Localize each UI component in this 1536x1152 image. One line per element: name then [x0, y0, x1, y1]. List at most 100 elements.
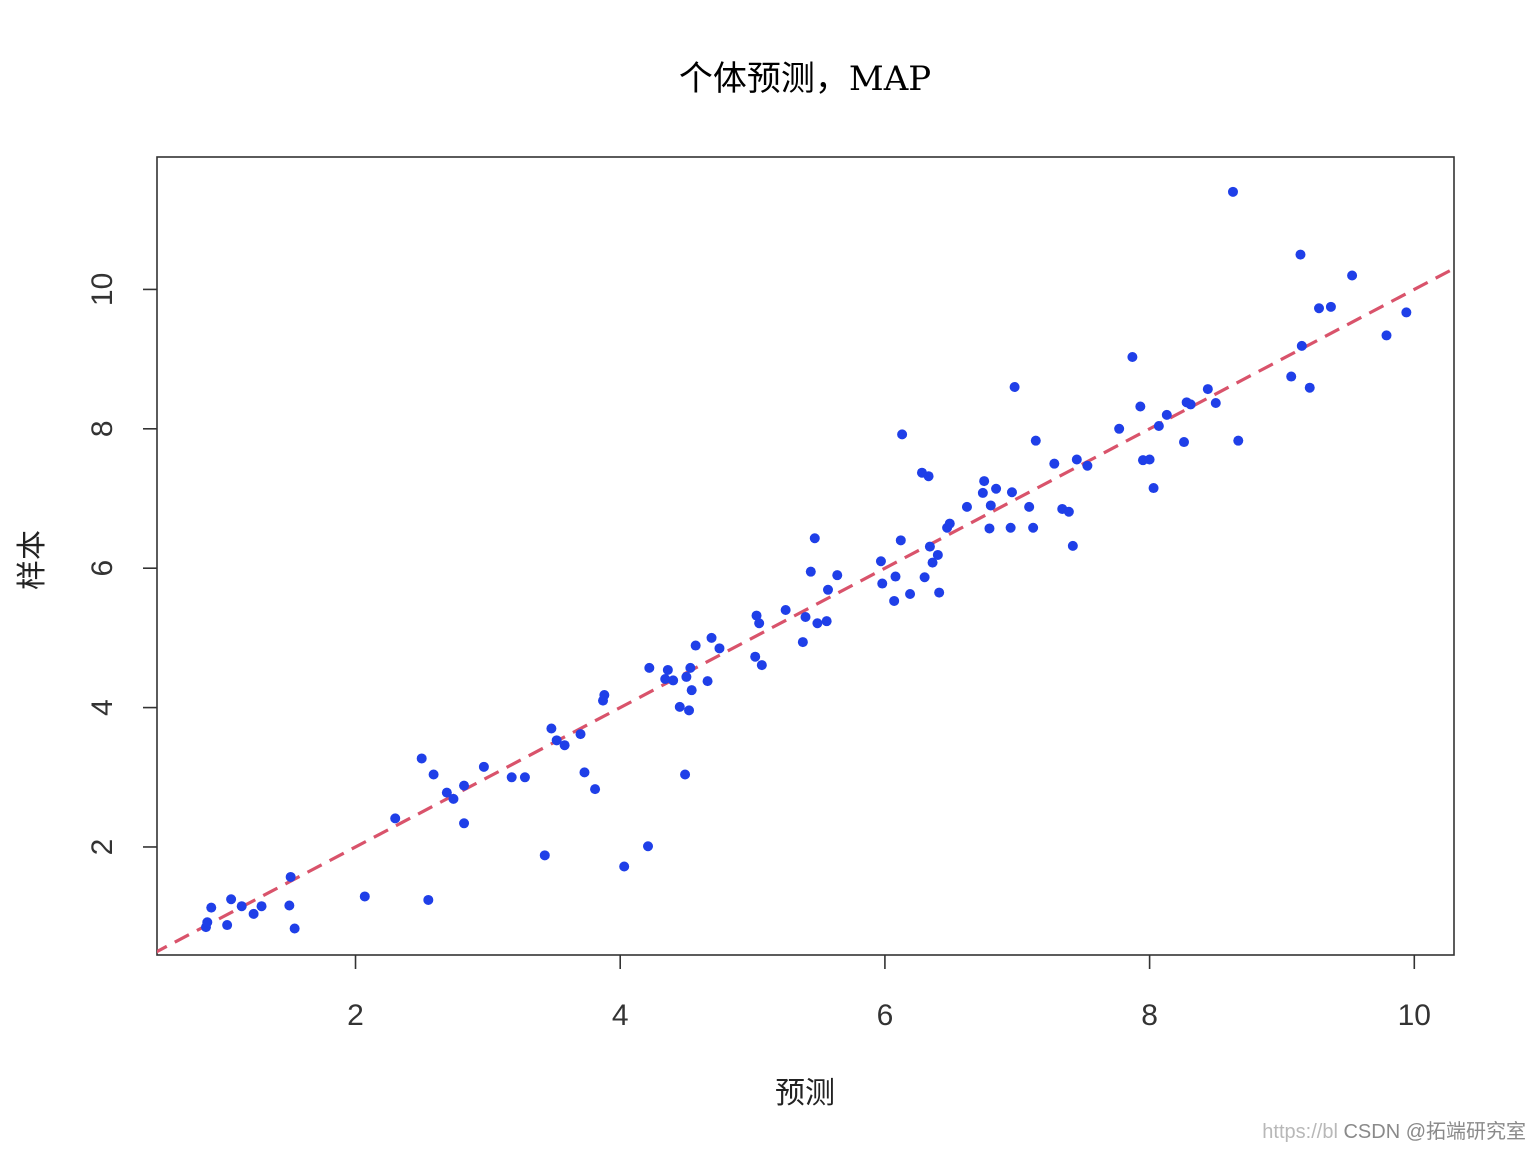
data-point [1067, 540, 1078, 551]
data-point [979, 476, 990, 487]
x-axis: 2 4 6 8 10 [347, 955, 1431, 1032]
data-point [944, 518, 955, 529]
data-point [832, 570, 843, 581]
data-point [1381, 330, 1392, 341]
data-point [686, 685, 697, 696]
data-point [643, 841, 654, 852]
data-point [1135, 401, 1146, 412]
data-point [750, 651, 761, 662]
data-point [977, 487, 988, 498]
data-point [256, 901, 267, 912]
data-point [441, 787, 452, 798]
data-point [1210, 398, 1221, 409]
data-point [822, 584, 833, 595]
data-point [1063, 506, 1074, 517]
chart-title: 个体预测，MAP [679, 59, 931, 99]
data-point [1401, 307, 1412, 318]
data-point [1144, 454, 1155, 465]
data-point [751, 610, 762, 621]
data-point [924, 541, 935, 552]
data-point [877, 578, 888, 589]
x-tick-label: 4 [612, 999, 629, 1032]
data-point [985, 500, 996, 511]
data-point [685, 662, 696, 673]
data-point [805, 566, 816, 577]
y-tick-label: 8 [86, 420, 119, 437]
data-point [551, 735, 562, 746]
data-point [780, 605, 791, 616]
data-point [895, 535, 906, 546]
data-point [660, 674, 671, 685]
data-point [206, 902, 217, 913]
x-tick-label: 2 [347, 999, 364, 1032]
data-point [897, 429, 908, 440]
data-point [821, 616, 832, 627]
data-point [236, 901, 247, 912]
data-point [1006, 487, 1017, 498]
data-point [927, 557, 938, 568]
data-point [919, 572, 930, 583]
data-point [1325, 301, 1336, 312]
data-point [714, 643, 725, 654]
data-point [1286, 371, 1297, 382]
data-point [579, 767, 590, 778]
data-point [1049, 458, 1060, 469]
data-point [248, 908, 259, 919]
data-point [890, 571, 901, 582]
data-point [519, 772, 530, 783]
y-tick-label: 6 [86, 560, 119, 577]
watermark: https://bl CSDN @拓端研究室 [1262, 1115, 1526, 1144]
data-point [681, 671, 692, 682]
data-point [202, 917, 213, 928]
y-tick-label: 10 [86, 273, 119, 306]
data-point [539, 850, 550, 861]
x-tick-label: 8 [1141, 999, 1158, 1032]
data-point [1114, 423, 1125, 434]
data-point [684, 705, 695, 716]
x-tick-label: 6 [877, 999, 894, 1032]
data-point [284, 900, 295, 911]
data-point [889, 595, 900, 606]
data-point [575, 729, 586, 740]
y-axis: 2 4 6 8 10 [86, 273, 157, 856]
data-point [932, 549, 943, 560]
data-point [1296, 340, 1307, 351]
y-tick-label: 4 [86, 699, 119, 716]
data-point [754, 618, 765, 629]
data-point [702, 676, 713, 687]
data-point [226, 894, 237, 905]
data-point [1030, 435, 1041, 446]
data-point [448, 793, 459, 804]
data-point [756, 660, 767, 671]
data-point [1314, 303, 1325, 314]
y-axis-label: 样本 [15, 530, 50, 590]
data-point [289, 923, 300, 934]
reference-line [157, 266, 1454, 954]
data-point [285, 871, 296, 882]
data-point [1153, 421, 1164, 432]
y-tick-label: 2 [86, 839, 119, 856]
data-point [359, 891, 370, 902]
data-point [1202, 384, 1213, 395]
data-point [905, 588, 916, 599]
data-point [1009, 381, 1020, 392]
x-axis-label: 预测 [775, 1076, 835, 1111]
data-point [1161, 409, 1172, 420]
data-point [674, 701, 685, 712]
data-points [200, 186, 1412, 934]
data-point [1127, 352, 1138, 363]
data-point [619, 861, 630, 872]
data-point [599, 690, 610, 701]
data-point [416, 753, 427, 764]
data-point [1347, 270, 1358, 281]
data-point [934, 587, 945, 598]
data-point [390, 813, 401, 824]
data-point [222, 920, 233, 931]
data-point [1071, 454, 1082, 465]
data-point [506, 772, 517, 783]
data-point [662, 664, 673, 675]
watermark-url: https://bl [1262, 1121, 1338, 1143]
data-point [875, 556, 886, 567]
data-point [459, 818, 470, 829]
